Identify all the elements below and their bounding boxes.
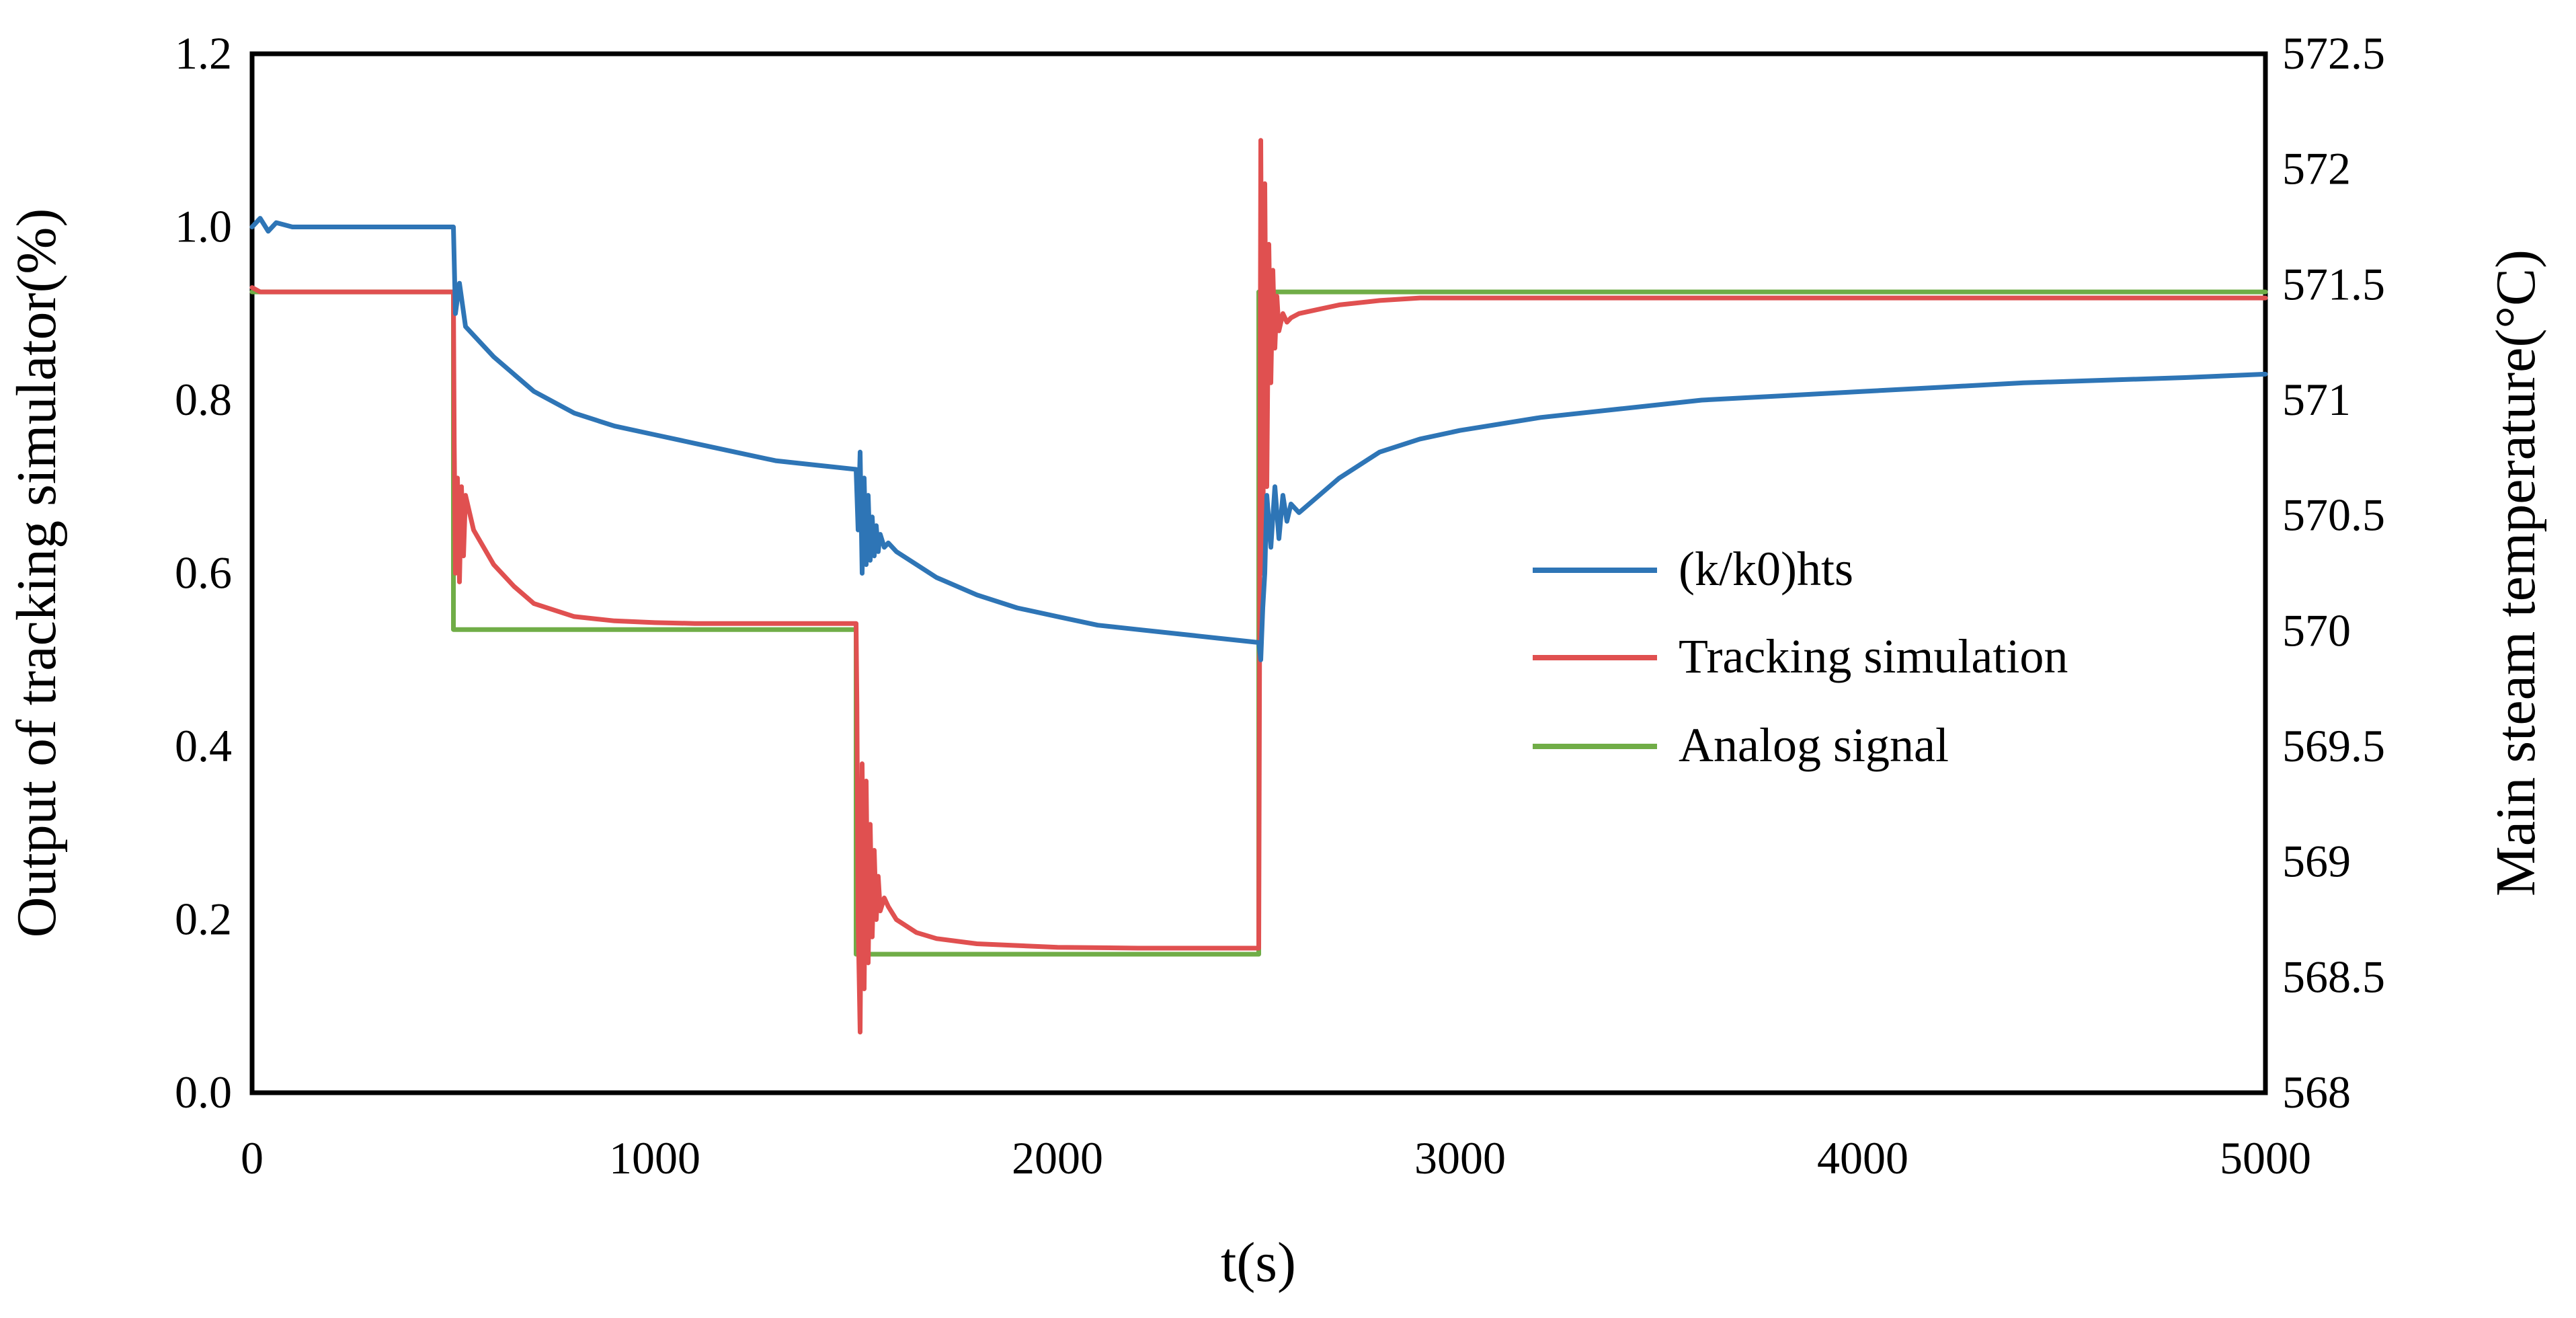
x-tick-label: 0 (241, 1132, 264, 1184)
y-tick-label: 1.0 (175, 201, 232, 252)
x-tick-label: 1000 (609, 1132, 700, 1184)
y-tick-label: 0.6 (175, 547, 232, 598)
y2-tick-label: 570 (2282, 605, 2351, 656)
y2-tick-label: 569 (2282, 836, 2351, 887)
series-line (249, 138, 2268, 1035)
y-axis-label: Output of tracking simulator(%) (5, 208, 68, 938)
legend-label: Tracking simulation (1679, 629, 2068, 683)
x-tick-label: 3000 (1414, 1132, 1506, 1184)
y2-tick-label: 572 (2282, 143, 2351, 194)
y2-tick-label: 570.5 (2282, 490, 2385, 541)
y-tick-label: 0.2 (175, 894, 232, 945)
y2-tick-label: 571.5 (2282, 258, 2385, 309)
y2-tick-label: 569.5 (2282, 720, 2385, 771)
y2-tick-label: 572.5 (2282, 28, 2385, 79)
y2-tick-label: 568 (2282, 1067, 2351, 1118)
y2-tick-label: 568.5 (2282, 951, 2385, 1002)
legend-label: Analog signal (1679, 718, 1949, 772)
y-tick-label: 0.8 (175, 374, 232, 425)
x-axis-label: t(s) (1221, 1231, 1296, 1294)
y-tick-label: 1.2 (175, 28, 232, 79)
y-tick-label: 0.4 (175, 720, 232, 771)
y-tick-label: 0.0 (175, 1067, 232, 1118)
series-layer (249, 138, 2268, 1035)
legend: (k/k0)hts Tracking simulation Analog signa… (1533, 542, 2068, 772)
x-tick-label: 5000 (2220, 1132, 2311, 1184)
plot-frame (249, 51, 2268, 1095)
series-line (249, 216, 2268, 662)
y2-tick-label: 571 (2282, 374, 2351, 425)
tick-layer: 0 1000 2000 3000 4000 5000 0.0 0.2 0.4 0.6 0.8 1.0 1… (175, 28, 2385, 1184)
x-tick-label: 4000 (1817, 1132, 1908, 1184)
y2-axis-label: Main steam temperature(°C) (2485, 249, 2547, 896)
x-tick-label: 2000 (1012, 1132, 1103, 1184)
legend-label: (k/k0)hts (1679, 542, 1853, 596)
